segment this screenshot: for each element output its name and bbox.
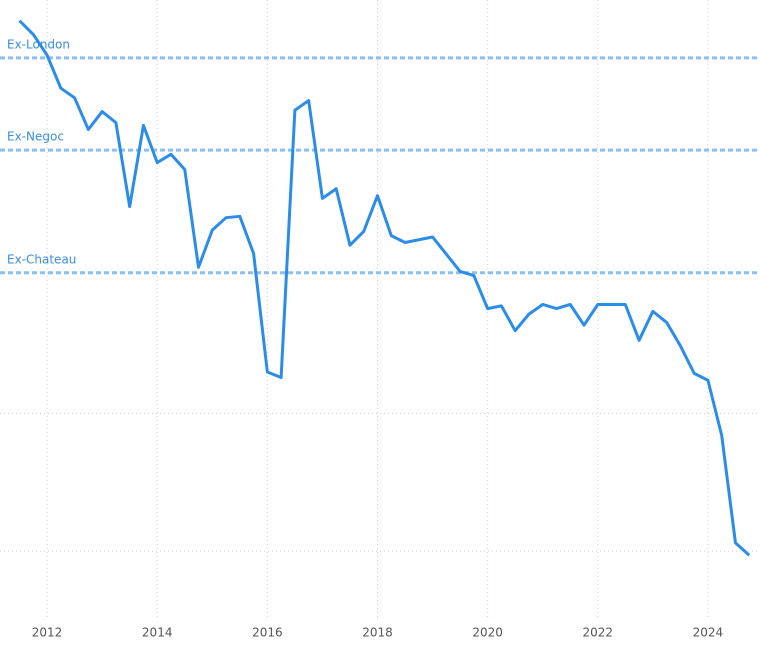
x-tick-label: 2024: [693, 626, 724, 640]
x-tick-label: 2018: [362, 626, 393, 640]
data-line: [18, 19, 751, 557]
x-tick-label: 2020: [472, 626, 503, 640]
reference-label: Ex-Negoc: [7, 130, 64, 144]
x-tick-label: 2012: [32, 626, 63, 640]
x-tick-label: 2022: [583, 626, 614, 640]
reference-label: Ex-Chateau: [7, 252, 76, 266]
x-tick-label: 2016: [252, 626, 283, 640]
x-tick-label: 2014: [142, 626, 173, 640]
